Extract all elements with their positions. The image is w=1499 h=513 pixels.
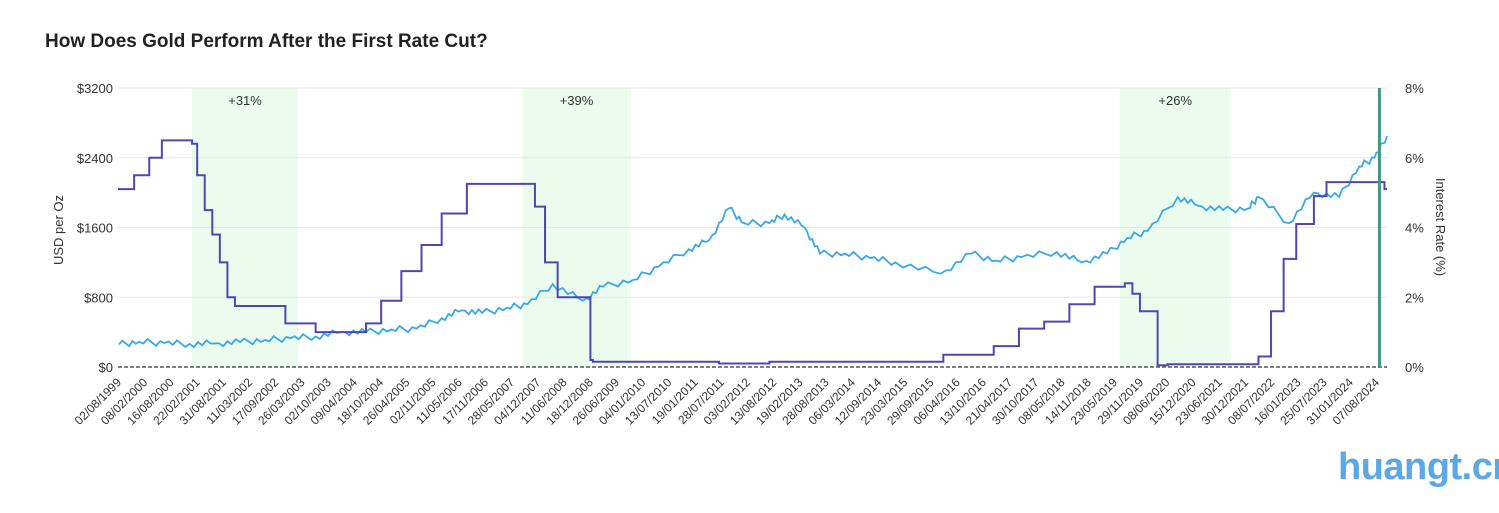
y-tick-label: $2400 — [77, 151, 113, 166]
y2-tick-label: 2% — [1405, 290, 1424, 305]
y-tick-label: $800 — [84, 290, 113, 305]
y2-tick-label: 6% — [1405, 151, 1424, 166]
y2-tick-label: 4% — [1405, 221, 1424, 236]
watermark: huangt.cn — [1338, 446, 1499, 488]
y2-axis-label: Interest Rate (%) — [1433, 178, 1448, 276]
y-tick-label: $1600 — [77, 221, 113, 236]
y2-tick-label: 8% — [1405, 81, 1424, 96]
interest-rate-line — [118, 139, 1387, 367]
y2-tick-label: 0% — [1405, 360, 1424, 375]
band-label: +31% — [228, 93, 262, 108]
band-label: +26% — [1158, 93, 1192, 108]
y-axis-label: USD per Oz — [51, 195, 66, 265]
y-tick-label: $3200 — [77, 81, 113, 96]
band-label: +39% — [560, 93, 594, 108]
y-tick-label: $0 — [99, 360, 113, 375]
chart-title: How Does Gold Perform After the First Ra… — [45, 31, 488, 52]
